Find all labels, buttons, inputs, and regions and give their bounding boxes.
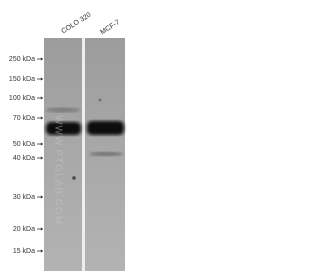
marker-arrowhead — [40, 195, 43, 199]
speck — [98, 98, 102, 102]
marker-arrowhead — [40, 227, 43, 231]
marker-label: 150 kDa — [9, 76, 35, 83]
marker-label: 30 kDa — [13, 194, 35, 201]
lane-label: COLO 320 — [60, 12, 92, 36]
marker-ladder: 250 kDa 150 kDa 100 kDa 70 kDa 50 kDa 40 kDa 3… — [9, 56, 43, 255]
marker-label: 15 kDa — [13, 248, 35, 255]
marker-label: 20 kDa — [13, 226, 35, 233]
marker-arrowhead — [40, 142, 43, 146]
band — [87, 121, 124, 135]
marker-label: 250 kDa — [9, 56, 35, 63]
marker-arrowhead — [40, 77, 43, 81]
marker-label: 100 kDa — [9, 95, 35, 102]
marker-arrowhead — [40, 116, 43, 120]
marker-label: 70 kDa — [13, 115, 35, 122]
faint-band — [89, 152, 123, 156]
page: WWW.PTGLAB.COM COLO 320 MCF-7 250 kDa 150… — [0, 0, 150, 271]
marker-arrowhead — [40, 96, 43, 100]
band — [46, 122, 81, 135]
marker-arrowhead — [40, 249, 43, 253]
marker-label: 50 kDa — [13, 141, 35, 148]
lane-label: MCF-7 — [99, 19, 121, 36]
speck — [72, 176, 76, 180]
marker-arrowhead — [40, 156, 43, 160]
lane-1 — [44, 38, 82, 271]
western-blot: WWW.PTGLAB.COM COLO 320 MCF-7 250 kDa 150… — [9, 12, 125, 271]
marker-arrowhead — [40, 57, 43, 61]
marker-label: 40 kDa — [13, 155, 35, 162]
faint-band — [46, 107, 80, 113]
lane-separator — [82, 38, 85, 271]
watermark: WWW.PTGLAB.COM — [52, 115, 63, 225]
